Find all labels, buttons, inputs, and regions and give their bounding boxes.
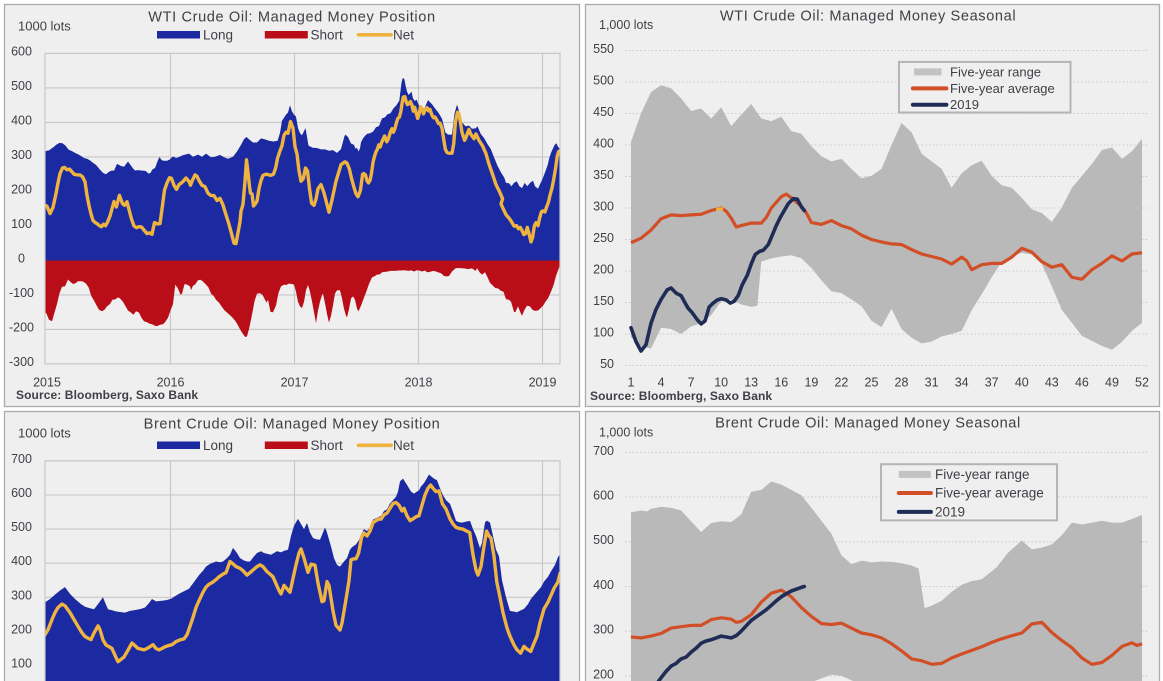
svg-text:Five-year range: Five-year range (935, 467, 1030, 482)
svg-text:700: 700 (593, 444, 614, 458)
svg-text:2016: 2016 (157, 376, 185, 390)
svg-text:Long: Long (203, 438, 233, 453)
svg-text:100: 100 (593, 325, 614, 339)
svg-text:Brent Crude Oil: Managed Mone: Brent Crude Oil: Managed Money Position (144, 417, 441, 433)
svg-text:300: 300 (593, 623, 614, 637)
svg-text:300: 300 (11, 148, 32, 162)
svg-text:200: 200 (11, 622, 32, 636)
svg-text:52: 52 (1135, 376, 1149, 390)
svg-text:300: 300 (11, 588, 32, 602)
svg-text:-300: -300 (9, 355, 34, 369)
svg-text:2017: 2017 (281, 376, 309, 390)
svg-text:400: 400 (593, 136, 614, 150)
svg-text:500: 500 (11, 520, 32, 534)
svg-text:37: 37 (985, 376, 999, 390)
svg-text:28: 28 (895, 376, 909, 390)
svg-text:600: 600 (593, 489, 614, 503)
svg-text:500: 500 (11, 79, 32, 93)
svg-text:10: 10 (714, 376, 728, 390)
svg-text:49: 49 (1105, 376, 1119, 390)
svg-text:34: 34 (955, 376, 969, 390)
svg-text:1000 lots: 1000 lots (18, 426, 71, 441)
svg-text:31: 31 (925, 376, 939, 390)
svg-text:450: 450 (593, 105, 614, 119)
svg-text:Short: Short (311, 28, 344, 43)
svg-text:600: 600 (11, 44, 32, 58)
svg-text:2019: 2019 (935, 504, 965, 519)
svg-text:-100: -100 (9, 286, 34, 300)
svg-text:46: 46 (1075, 376, 1089, 390)
svg-text:1,000 lots: 1,000 lots (599, 18, 653, 32)
svg-text:7: 7 (688, 376, 695, 390)
svg-text:WTI Crude Oil: Managed Money: WTI Crude Oil: Managed Money Seasonal (720, 9, 1016, 25)
svg-text:50: 50 (600, 357, 614, 371)
svg-text:2018: 2018 (405, 376, 433, 390)
svg-text:250: 250 (593, 231, 614, 245)
svg-text:WTI Crude Oil: Managed Money: WTI Crude Oil: Managed Money Position (148, 10, 435, 26)
svg-text:22: 22 (834, 376, 848, 390)
svg-text:2015: 2015 (33, 376, 61, 390)
svg-text:350: 350 (593, 168, 614, 182)
svg-text:500: 500 (593, 533, 614, 547)
svg-text:700: 700 (11, 452, 32, 466)
svg-text:600: 600 (11, 486, 32, 500)
svg-text:4: 4 (658, 376, 665, 390)
svg-text:Five-year average: Five-year average (950, 81, 1055, 96)
svg-text:100: 100 (11, 217, 32, 231)
svg-text:300: 300 (593, 199, 614, 213)
svg-text:400: 400 (11, 554, 32, 568)
svg-text:40: 40 (1015, 376, 1029, 390)
svg-text:Net: Net (393, 438, 414, 453)
svg-text:Five-year range: Five-year range (950, 64, 1041, 79)
svg-text:550: 550 (593, 42, 614, 56)
svg-text:Source: Bloomberg, Saxo Bank: Source: Bloomberg, Saxo Bank (590, 389, 772, 403)
svg-text:Long: Long (203, 28, 233, 43)
svg-text:0: 0 (18, 251, 25, 265)
svg-text:100: 100 (11, 657, 32, 671)
svg-text:150: 150 (593, 294, 614, 308)
svg-text:1: 1 (628, 376, 635, 390)
svg-text:200: 200 (593, 262, 614, 276)
svg-text:Five-year average: Five-year average (935, 486, 1044, 501)
svg-text:1,000 lots: 1,000 lots (599, 426, 653, 440)
svg-text:1000 lots: 1000 lots (18, 19, 71, 34)
svg-text:13: 13 (744, 376, 758, 390)
svg-text:Brent Crude Oil: Managed Mone: Brent Crude Oil: Managed Money Seasonal (715, 416, 1021, 432)
svg-text:Source: Bloomberg, Saxo Bank: Source: Bloomberg, Saxo Bank (16, 388, 198, 402)
svg-text:Net: Net (393, 28, 414, 43)
svg-text:200: 200 (593, 667, 614, 681)
svg-text:43: 43 (1045, 376, 1059, 390)
svg-text:16: 16 (774, 376, 788, 390)
svg-text:25: 25 (865, 376, 879, 390)
svg-text:400: 400 (11, 113, 32, 127)
svg-text:500: 500 (593, 73, 614, 87)
svg-text:Short: Short (311, 438, 344, 453)
svg-text:2019: 2019 (950, 97, 979, 112)
svg-text:-200: -200 (9, 320, 34, 334)
svg-text:400: 400 (593, 578, 614, 592)
svg-text:19: 19 (804, 376, 818, 390)
svg-text:200: 200 (11, 182, 32, 196)
svg-text:2019: 2019 (529, 376, 557, 390)
